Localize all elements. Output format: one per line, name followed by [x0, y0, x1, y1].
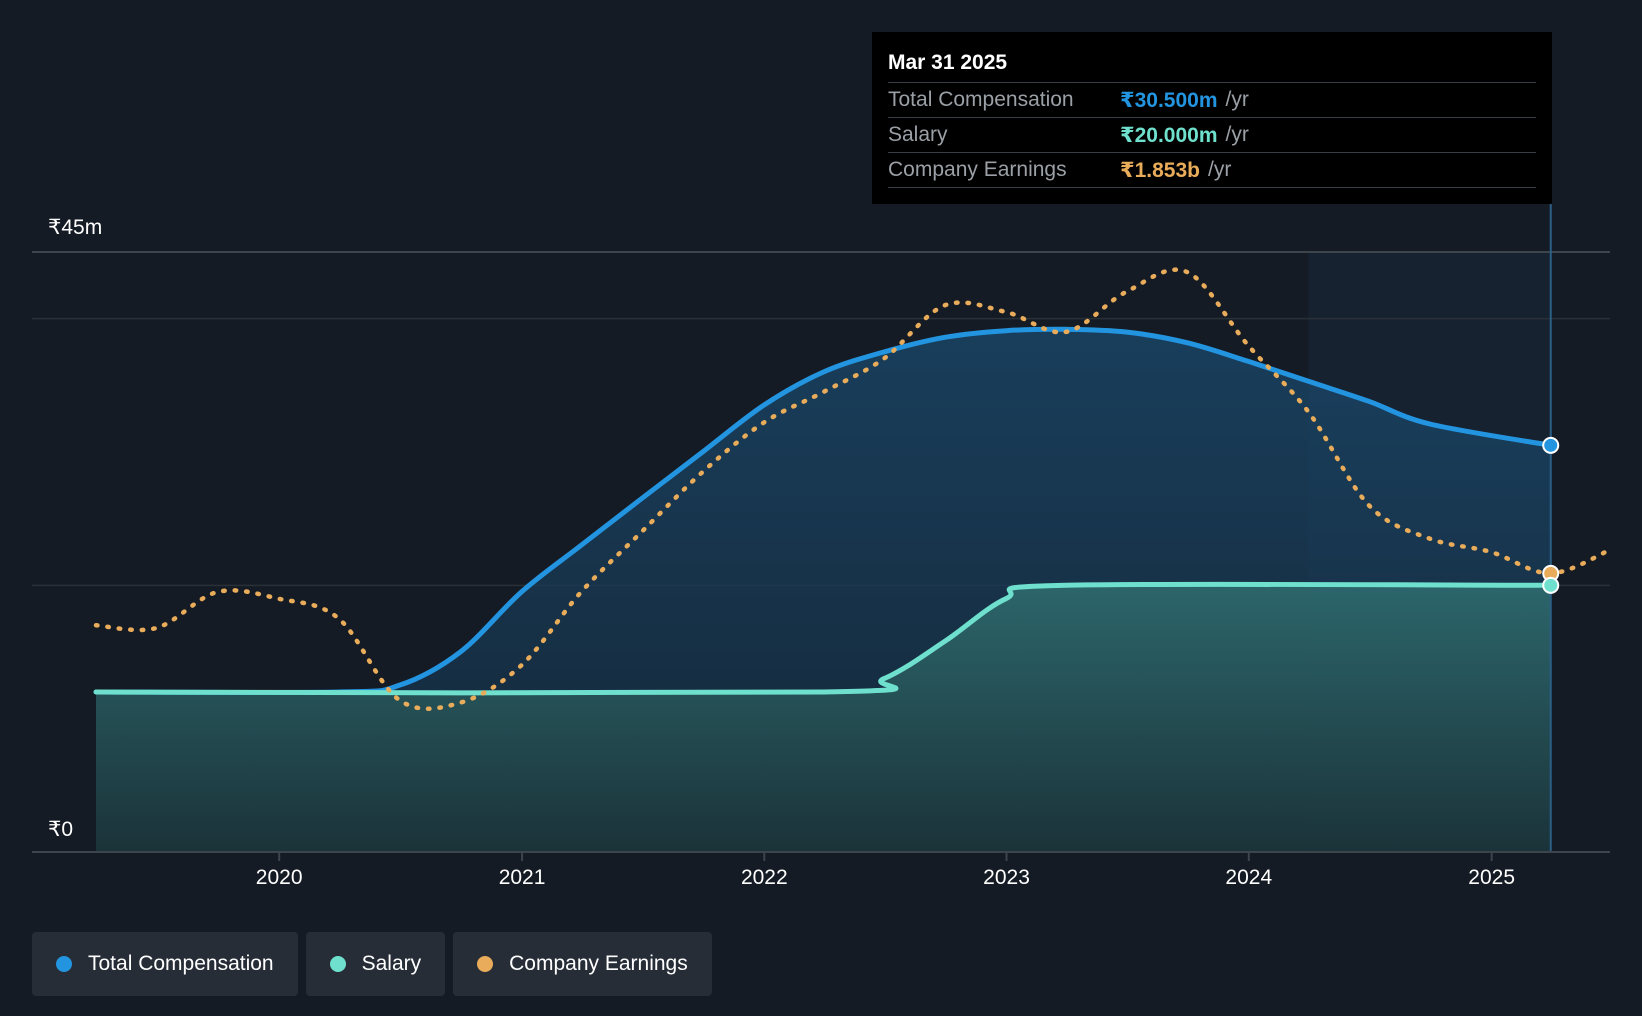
tooltip-value: ₹20.000m: [1120, 123, 1218, 147]
tooltip-label: Total Compensation: [888, 88, 1074, 111]
legend-item-salary[interactable]: Salary: [305, 932, 446, 996]
legend-dot-icon: [477, 956, 494, 972]
tooltip-unit: /yr: [1225, 123, 1249, 146]
company-earnings-line: [93, 267, 1614, 712]
tooltip-label: Company Earnings: [888, 158, 1067, 181]
x-tick-label: 2021: [499, 866, 546, 889]
tooltip-value: ₹1.853b: [1120, 158, 1200, 182]
end-markers: [1542, 436, 1560, 594]
salary-area: [96, 584, 1551, 852]
y-axis-min-label: ₹0: [48, 818, 73, 841]
total-compensation-line: [93, 326, 1554, 695]
tooltip-row-salary: Salary ₹20.000m /yr: [888, 117, 1536, 152]
chart-legend: Total Compensation Salary Company Earnin…: [32, 932, 712, 996]
total-compensation-marker: [1542, 436, 1560, 454]
x-tick-label: 2020: [256, 866, 303, 889]
x-tick-label: 2025: [1468, 866, 1515, 889]
tooltip-value: ₹30.500m: [1120, 88, 1218, 112]
y-axis-max-label: ₹45m: [48, 216, 102, 239]
legend-dot-icon: [56, 956, 72, 972]
legend-label: Company Earnings: [509, 952, 688, 975]
tooltip-row-company-earnings: Company Earnings ₹1.853b /yr: [888, 152, 1536, 188]
tooltip-unit: /yr: [1208, 158, 1232, 181]
x-tick-label: 2024: [1225, 866, 1272, 889]
tooltip-row-total-compensation: Total Compensation ₹30.500m /yr: [888, 82, 1536, 117]
legend-label: Salary: [361, 952, 422, 975]
legend-label: Total Compensation: [88, 952, 274, 975]
legend-item-company-earnings[interactable]: Company Earnings: [453, 932, 712, 996]
hover-tooltip: Mar 31 2025 Total Compensation ₹30.500m …: [872, 32, 1552, 204]
tooltip-date: Mar 31 2025: [888, 51, 1008, 74]
legend-item-total-compensation[interactable]: Total Compensation: [32, 932, 298, 996]
x-tick-label: 2023: [983, 866, 1030, 889]
x-axis-ticks: 2020 2021 2022 2023 2024 2025: [256, 852, 1515, 889]
salary-line: [93, 581, 1554, 696]
salary-marker: [1542, 576, 1560, 594]
tooltip-label: Salary: [888, 123, 948, 146]
x-tick-label: 2022: [741, 866, 788, 889]
tooltip-unit: /yr: [1225, 88, 1249, 111]
legend-dot-icon: [329, 956, 346, 972]
